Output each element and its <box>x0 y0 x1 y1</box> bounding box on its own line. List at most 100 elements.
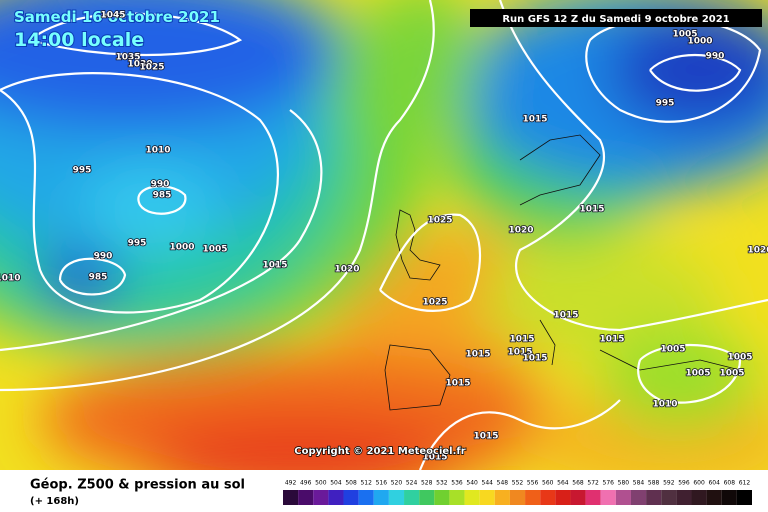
legend-swatch <box>646 490 662 505</box>
isobar-label: 1025 <box>422 298 447 308</box>
legend-label: 588 <box>648 480 660 487</box>
isobar <box>498 0 768 332</box>
isobar-label: 1015 <box>522 354 547 364</box>
copyright: Copyright © 2021 Meteociel.fr <box>294 446 465 457</box>
legend-swatch <box>328 490 344 505</box>
isobar <box>0 109 323 352</box>
isobar-label: 1015 <box>445 379 470 389</box>
time: 14:00 locale <box>14 29 144 51</box>
legend-label: 564 <box>557 480 569 487</box>
legend-swatch <box>343 490 359 505</box>
isobar-label: 1005 <box>672 30 697 40</box>
isobar-label: 1020 <box>747 246 768 256</box>
coastline <box>384 134 741 411</box>
legend-swatch <box>570 490 586 505</box>
legend-label: 512 <box>360 480 372 487</box>
legend-label: 560 <box>542 480 554 487</box>
isobar-label: 1010 <box>652 400 677 410</box>
legend-swatch <box>494 490 510 505</box>
legend-swatch <box>313 490 329 505</box>
legend-swatch <box>721 490 737 505</box>
isobar-label: 1025 <box>427 216 452 226</box>
legend-swatch <box>661 490 677 505</box>
isobar-label: 1015 <box>553 311 578 321</box>
legend-swatch <box>298 490 314 505</box>
date: Samedi 16 octobre 2021 <box>14 8 220 26</box>
legend-swatch <box>691 490 707 505</box>
run: Run GFS 12 Z du Samedi 9 octobre 2021 <box>502 14 729 25</box>
legend-label: 556 <box>527 480 539 487</box>
isobar <box>637 344 742 404</box>
legend-swatch <box>706 490 722 505</box>
isobar-label: 1015 <box>579 205 604 215</box>
legend-label: 548 <box>497 480 509 487</box>
isobar-label: 1015 <box>509 335 534 345</box>
isobar-label: 1020 <box>334 265 359 275</box>
isobar <box>379 213 481 312</box>
legend-label: 584 <box>633 480 645 487</box>
legend-swatch <box>404 490 420 505</box>
legend-label: 496 <box>300 480 312 487</box>
legend-label: 524 <box>406 480 418 487</box>
isobar <box>29 12 243 57</box>
isobar-label: 1020 <box>508 226 533 236</box>
isobar-label: 1045 <box>100 11 125 21</box>
legend-swatch <box>585 490 601 505</box>
run-box <box>470 9 762 27</box>
legend-swatch <box>464 490 480 505</box>
legend-label: 544 <box>482 480 494 487</box>
isobar-label: 1010 <box>0 274 21 284</box>
isobar-label: 1035 <box>115 53 140 63</box>
legend-label: 576 <box>603 480 615 487</box>
isobar-label: 1015 <box>507 348 532 358</box>
isobar-label: 1005 <box>660 345 685 355</box>
isobar-label: 990 <box>706 52 725 62</box>
legend-swatch <box>630 490 647 505</box>
legend-swatch <box>373 490 389 505</box>
isobar-label: 985 <box>89 273 108 283</box>
legend-label: 504 <box>330 480 342 487</box>
legend-swatch <box>358 490 374 505</box>
legend-swatch <box>676 490 692 505</box>
legend-label: 592 <box>663 480 675 487</box>
isobar <box>649 54 742 92</box>
legend-swatch <box>615 490 631 505</box>
isobar-label: 1015 <box>465 350 490 360</box>
isobar-label: 990 <box>94 252 113 262</box>
legend-swatch <box>540 490 556 505</box>
legend-label: 508 <box>345 480 357 487</box>
legend-swatch <box>449 490 465 505</box>
isobar-label: 995 <box>73 166 92 176</box>
legend-label: 552 <box>512 480 524 487</box>
isobar-label: 1015 <box>522 115 547 125</box>
isobar-label: 1005 <box>685 369 710 379</box>
isobar-label: 995 <box>128 239 147 249</box>
legend-label: 580 <box>618 480 630 487</box>
isobar-label: 1015 <box>422 453 447 463</box>
legend-label: 600 <box>693 480 705 487</box>
legend-label: 516 <box>376 480 388 487</box>
legend-label: 596 <box>678 480 690 487</box>
isobar-label: 985 <box>153 191 172 201</box>
legend-swatch <box>283 490 299 505</box>
isobar-label: 1025 <box>139 63 164 73</box>
isobar-label: 1005 <box>719 369 744 379</box>
isobar-label: 1015 <box>262 261 287 271</box>
legend-swatch <box>509 490 526 505</box>
isobar-label: 990 <box>151 180 170 190</box>
legend-swatch <box>525 490 541 505</box>
legend-label: 492 <box>285 480 297 487</box>
geopotential-field <box>0 0 768 470</box>
legend-label: 608 <box>724 480 736 487</box>
isobar-label: 1015 <box>599 335 624 345</box>
isobar-label: 1010 <box>145 146 170 156</box>
isobar-label: 1015 <box>473 432 498 442</box>
legend-label: 536 <box>451 480 463 487</box>
legend: 492 496 500 504 508 512 516 520 524 528 532 536 540 5… <box>283 480 752 505</box>
legend-label: 604 <box>708 480 720 487</box>
isobar-label: 1005 <box>727 353 752 363</box>
isobar <box>0 0 435 392</box>
